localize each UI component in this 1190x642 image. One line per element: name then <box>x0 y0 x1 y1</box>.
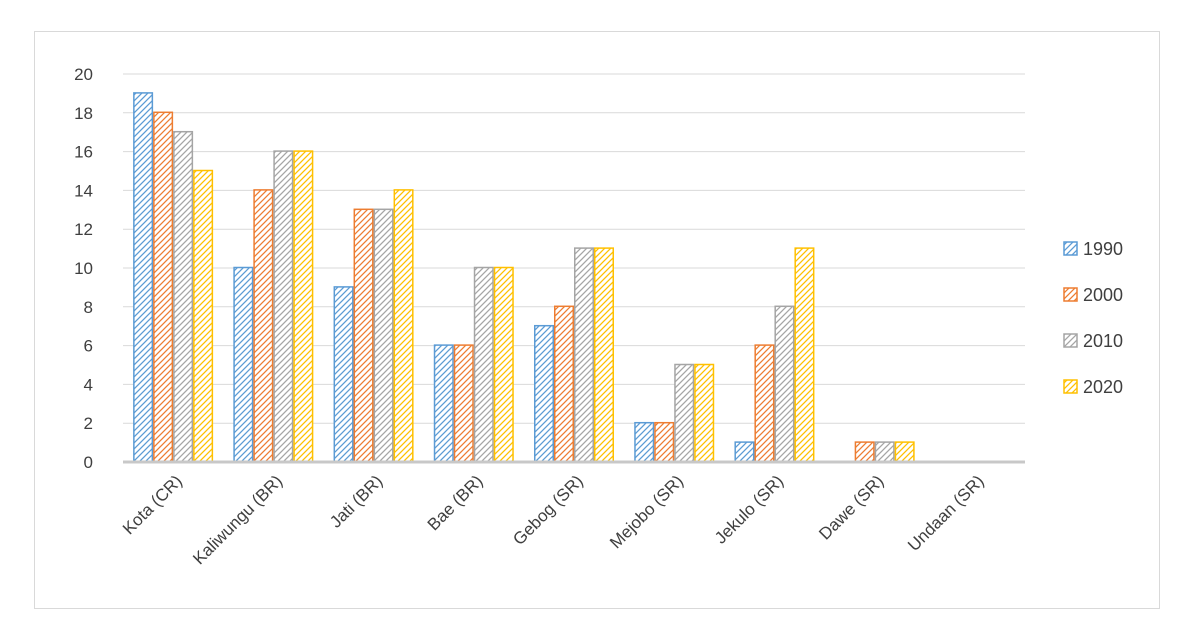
bar-2020-3 <box>493 266 514 463</box>
bar-2020-2 <box>393 189 414 463</box>
y-tick-label: 18 <box>74 104 93 123</box>
bar-1990-6 <box>734 441 755 463</box>
category-label: Kaliwungu (BR) <box>189 471 286 568</box>
bar-2000-6 <box>754 344 775 463</box>
bar-2010-6 <box>774 305 795 463</box>
legend-label: 2010 <box>1083 331 1123 351</box>
legend-label: 2000 <box>1083 285 1123 305</box>
bar-2020-6 <box>794 247 815 463</box>
x-axis-categories: Kota (CR) Kaliwungu (BR) Jati (BR) Bae (BR)… <box>119 471 988 568</box>
bar-chart: 0 2 4 6 8 10 12 14 16 18 20 Kota (CR) Kaliwungu (BR… <box>74 65 1123 568</box>
bars <box>133 92 1015 463</box>
category-label: Dawe (SR) <box>815 471 887 543</box>
bar-2000-0 <box>153 111 174 463</box>
bar-2020-0 <box>193 169 214 463</box>
bar-1990-4 <box>534 324 554 463</box>
bar-2010-5 <box>674 363 695 463</box>
y-tick-label: 16 <box>74 143 93 162</box>
category-label: Bae (BR) <box>424 471 487 534</box>
y-tick-label: 20 <box>74 65 93 84</box>
y-tick-label: 10 <box>74 259 93 278</box>
y-tick-label: 14 <box>74 181 93 200</box>
chart-frame: 0 2 4 6 8 10 12 14 16 18 20 Kota (CR) Kaliwungu (BR… <box>34 31 1160 609</box>
legend-swatch-2010 <box>1063 333 1078 348</box>
bar-2020-5 <box>694 363 715 463</box>
bar-2000-3 <box>453 344 474 463</box>
bar-2010-4 <box>574 247 594 463</box>
category-label: Undaan (SR) <box>904 471 988 555</box>
legend-swatch-2000 <box>1063 287 1078 302</box>
legend-label: 2020 <box>1083 377 1123 397</box>
bar-2000-1 <box>253 189 274 463</box>
legend-label: 1990 <box>1083 239 1123 259</box>
bar-2010-3 <box>473 266 494 463</box>
bar-2020-7 <box>894 441 915 463</box>
bar-2010-7 <box>874 441 895 463</box>
y-tick-label: 4 <box>84 375 93 394</box>
y-tick-label: 8 <box>84 298 93 317</box>
bar-1990-1 <box>233 266 254 463</box>
bar-2000-5 <box>654 421 675 463</box>
y-tick-label: 2 <box>84 414 93 433</box>
y-tick-label: 6 <box>84 337 93 356</box>
bar-1990-0 <box>133 92 154 463</box>
bar-2010-0 <box>173 130 194 463</box>
category-label: Jati (BR) <box>326 471 386 531</box>
bar-2020-4 <box>594 247 614 463</box>
bar-2020-1 <box>293 150 314 463</box>
category-label: Kota (CR) <box>119 471 186 538</box>
y-tick-label: 12 <box>74 220 93 239</box>
bar-2000-2 <box>353 208 374 463</box>
category-label: Jekulo (SR) <box>711 471 787 547</box>
category-label: Gebog (SR) <box>509 471 587 549</box>
y-axis-ticks: 0 2 4 6 8 10 12 14 16 18 20 <box>74 65 93 472</box>
bar-1990-3 <box>433 344 454 463</box>
bar-2010-2 <box>373 208 394 463</box>
bar-2010-1 <box>273 150 294 463</box>
legend-swatch-1990 <box>1063 241 1078 256</box>
legend: 1990 2000 2010 2020 <box>1063 239 1123 397</box>
bar-2000-7 <box>854 441 875 463</box>
category-label: Mejobo (SR) <box>606 471 687 552</box>
y-tick-label: 0 <box>84 453 93 472</box>
bar-1990-5 <box>634 421 655 463</box>
bar-1990-2 <box>333 286 354 463</box>
legend-swatch-2020 <box>1063 379 1078 394</box>
bar-2000-4 <box>554 305 574 463</box>
